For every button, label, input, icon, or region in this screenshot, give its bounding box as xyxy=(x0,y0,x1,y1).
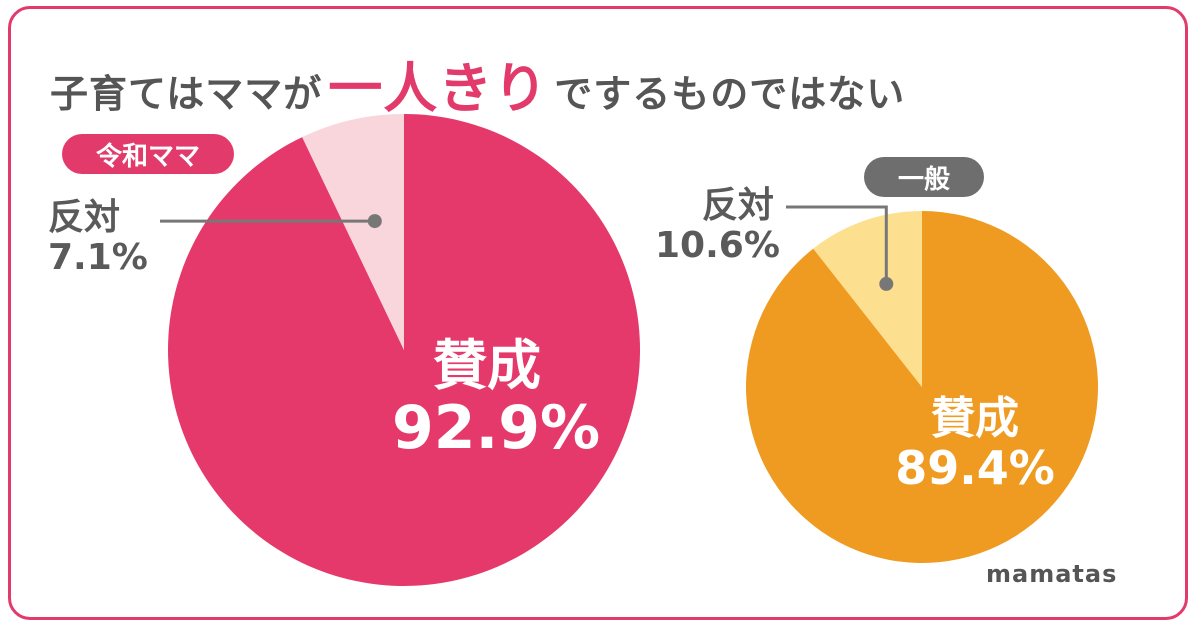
leader-line-general xyxy=(786,205,888,284)
pie-slice-reiwa-agree xyxy=(168,114,641,586)
leader-dot-general xyxy=(879,276,894,291)
pie-slice-reiwa-disagree xyxy=(302,114,404,350)
label-general-disagree: 反対 10.6% xyxy=(655,186,780,265)
label-general-disagree-name: 反対 xyxy=(701,185,774,226)
badge-general-label: 一般 xyxy=(897,164,950,195)
label-general-agree-name: 賛成 xyxy=(931,393,1019,444)
label-reiwa-disagree: 反対 7.1% xyxy=(48,198,148,277)
label-general-disagree-value: 10.6% xyxy=(655,224,780,266)
leader-dot-reiwa xyxy=(367,214,382,229)
legend-badge-reiwa: 令和ママ xyxy=(62,134,234,174)
label-reiwa-disagree-name: 反対 xyxy=(48,197,121,238)
title-suffix: でするものではない xyxy=(554,72,906,116)
brand-logo: mamatas xyxy=(986,560,1118,588)
label-reiwa-agree-name: 賛成 xyxy=(433,334,541,397)
legend-badge-general: 一般 xyxy=(864,157,984,197)
label-reiwa-disagree-value: 7.1% xyxy=(48,236,148,278)
title-highlight: 一人きり xyxy=(328,57,549,120)
pie-slice-general-disagree xyxy=(813,211,922,387)
page-title: 子育てはママが 一人きり でするものではない xyxy=(50,44,905,120)
label-reiwa-agree: 賛成 92.9% xyxy=(392,334,601,464)
pie-slice-general-agree xyxy=(745,211,1098,564)
badge-reiwa-label: 令和ママ xyxy=(95,141,200,172)
title-prefix: 子育てはママが xyxy=(50,72,323,116)
label-general-agree: 賛成 89.4% xyxy=(895,393,1055,496)
label-general-agree-value: 89.4% xyxy=(895,441,1055,496)
label-reiwa-agree-value: 92.9% xyxy=(392,393,601,464)
